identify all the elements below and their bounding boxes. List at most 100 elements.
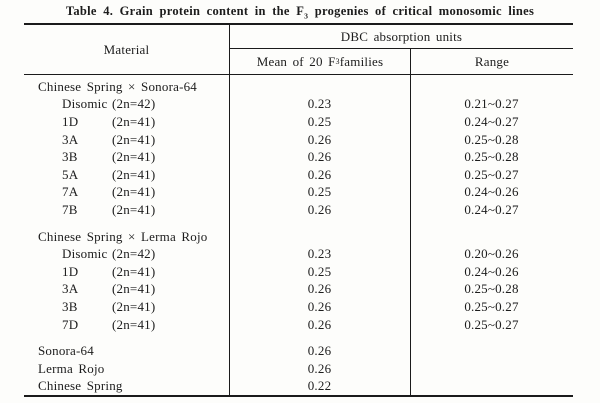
cell-material: Lerma Rojo (24, 361, 229, 377)
table-row-group-header: Chinese Spring × Sonora-64 (24, 78, 573, 96)
material-line-label: 3B (62, 298, 78, 314)
cell-range: 0.25~0.27 (464, 316, 519, 332)
material-karyotype: (2n=41) (112, 166, 156, 182)
material-line-label: 1D (62, 113, 79, 129)
cell-range: 0.24~0.26 (464, 263, 519, 279)
material-line-label: 7B (62, 201, 78, 217)
table-row: 1D (2n=41) 0.25 0.24~0.27 (24, 113, 573, 131)
material-karyotype: (2n=41) (112, 131, 156, 147)
table-row: Chinese Spring 0.22 (24, 378, 573, 396)
cell-material: Chinese Spring × Sonora-64 (24, 79, 229, 95)
table-row: 7A (2n=41) 0.25 0.24~0.26 (24, 184, 573, 202)
table-row: 1D (2n=41) 0.25 0.24~0.26 (24, 263, 573, 281)
material-karyotype: (2n=41) (112, 298, 156, 314)
material-line-label: 7A (62, 184, 79, 200)
table-row: 3B (2n=41) 0.26 0.25~0.28 (24, 148, 573, 166)
cell-material: Chinese Spring (24, 378, 229, 394)
cell-material: 7B (2n=41) (24, 202, 229, 218)
material-karyotype: (2n=42) (112, 246, 156, 262)
material-line-label: 7D (62, 316, 79, 332)
cell-material: Chinese Spring × Lerma Rojo (24, 229, 229, 245)
material-karyotype: (2n=41) (112, 316, 156, 332)
column-divider-mean-range (410, 48, 411, 395)
material-karyotype: (2n=41) (112, 201, 156, 217)
table-body: Chinese Spring × Sonora-64 Disomic (2n=42)… (24, 75, 573, 395)
cell-material: 1D (2n=41) (24, 264, 229, 280)
title-f3-subscript: 3 (304, 11, 309, 21)
column-header-dbc: DBC absorption units (340, 28, 463, 44)
column-header-material: Material (103, 41, 150, 57)
material-line-label: 5A (62, 166, 79, 182)
material-label: Sonora-64 (38, 343, 94, 359)
cell-mean: 0.23 (307, 96, 332, 112)
cell-mean: 0.26 (307, 201, 332, 217)
material-group-label: Chinese Spring × Lerma Rojo (38, 228, 208, 244)
material-line-label: 3A (62, 281, 79, 297)
table-row: Lerma Rojo 0.26 (24, 360, 573, 378)
cell-mean: 0.26 (307, 131, 332, 147)
cell-mean: 0.25 (307, 263, 332, 279)
table-row: 7B (2n=41) 0.26 0.24~0.27 (24, 201, 573, 219)
material-line-label: 3A (62, 131, 79, 147)
cell-range: 0.25~0.27 (464, 166, 519, 182)
cell-range: 0.21~0.27 (464, 96, 519, 112)
table-title-text: Table 4. Grain protein content in the F (65, 4, 305, 18)
table-row: Disomic (2n=42) 0.23 0.20~0.26 (24, 245, 573, 263)
material-karyotype: (2n=41) (112, 184, 156, 200)
cell-material: 7A (2n=41) (24, 184, 229, 200)
mean-header-text: Mean of 20 F (256, 53, 336, 69)
table-row: 3A (2n=41) 0.26 0.25~0.28 (24, 131, 573, 149)
cell-range: 0.25~0.27 (464, 298, 519, 314)
header-underline (24, 74, 573, 75)
table-title: Table 4. Grain protein content in the F3… (0, 4, 600, 21)
column-header-range: Range (474, 53, 510, 69)
material-label: Chinese Spring (38, 378, 123, 394)
cell-range: 0.20~0.26 (464, 246, 519, 262)
material-line-label: Disomic (62, 96, 108, 112)
cell-mean: 0.26 (307, 166, 332, 182)
cell-mean: 0.26 (307, 149, 332, 165)
material-karyotype: (2n=42) (112, 96, 156, 112)
table-row: Disomic (2n=42) 0.23 0.21~0.27 (24, 96, 573, 114)
cell-range: 0.24~0.26 (464, 184, 519, 200)
cell-material: Disomic (2n=42) (24, 96, 229, 112)
table-row: Sonora-64 0.26 (24, 342, 573, 360)
cell-material: 3B (2n=41) (24, 149, 229, 165)
material-line-label: Disomic (62, 246, 108, 262)
mean-header-text-2: families (339, 53, 384, 69)
cell-material: Sonora-64 (24, 343, 229, 359)
cell-material: 3A (2n=41) (24, 281, 229, 297)
cell-material: 5A (2n=41) (24, 167, 229, 183)
cell-mean: 0.26 (307, 298, 332, 314)
cell-mean: 0.25 (307, 113, 332, 129)
cell-range: 0.25~0.28 (464, 149, 519, 165)
material-line-label: 1D (62, 263, 79, 279)
cell-mean: 0.26 (307, 360, 332, 376)
mean-header-f3-subscript: 3 (335, 57, 340, 66)
table-title-text-2: progenies of critical monosomic lines (308, 4, 535, 18)
cell-mean: 0.26 (307, 343, 332, 359)
cell-range: 0.25~0.28 (464, 131, 519, 147)
cell-mean: 0.26 (307, 281, 332, 297)
cell-mean: 0.25 (307, 184, 332, 200)
table-row: 7D (2n=41) 0.26 0.25~0.27 (24, 316, 573, 334)
cell-range: 0.25~0.28 (464, 281, 519, 297)
cell-material: 3B (2n=41) (24, 299, 229, 315)
material-karyotype: (2n=41) (112, 113, 156, 129)
data-table: Material DBC absorption units Mean of 20… (24, 23, 573, 397)
cell-mean: 0.26 (307, 316, 332, 332)
cell-material: 7D (2n=41) (24, 317, 229, 333)
cell-material: 3A (2n=41) (24, 132, 229, 148)
cell-mean: 0.22 (307, 378, 332, 394)
material-group-label: Chinese Spring × Sonora-64 (38, 78, 197, 94)
table-row: 5A (2n=41) 0.26 0.25~0.27 (24, 166, 573, 184)
dbc-header-underline (229, 48, 573, 49)
material-karyotype: (2n=41) (112, 281, 156, 297)
table-row: 3A (2n=41) 0.26 0.25~0.28 (24, 281, 573, 299)
cell-range: 0.24~0.27 (464, 201, 519, 217)
cell-material: 1D (2n=41) (24, 114, 229, 130)
table-row: 3B (2n=41) 0.26 0.25~0.27 (24, 298, 573, 316)
material-label: Lerma Rojo (38, 360, 105, 376)
